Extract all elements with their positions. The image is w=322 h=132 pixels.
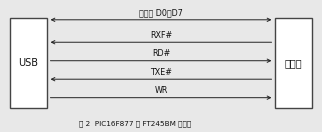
Text: RD#: RD# xyxy=(152,49,170,58)
Text: WR: WR xyxy=(154,86,168,95)
Text: 图 2  PIC16F877 与 FT245BM 连接图: 图 2 PIC16F877 与 FT245BM 连接图 xyxy=(79,120,191,127)
Text: 微控器: 微控器 xyxy=(285,58,303,68)
Bar xyxy=(275,18,312,108)
Text: TXE#: TXE# xyxy=(150,68,172,77)
Text: USB: USB xyxy=(18,58,38,68)
Bar xyxy=(10,18,47,108)
Text: RXF#: RXF# xyxy=(150,31,172,40)
Text: 数据端 D0～D7: 数据端 D0～D7 xyxy=(139,8,183,17)
